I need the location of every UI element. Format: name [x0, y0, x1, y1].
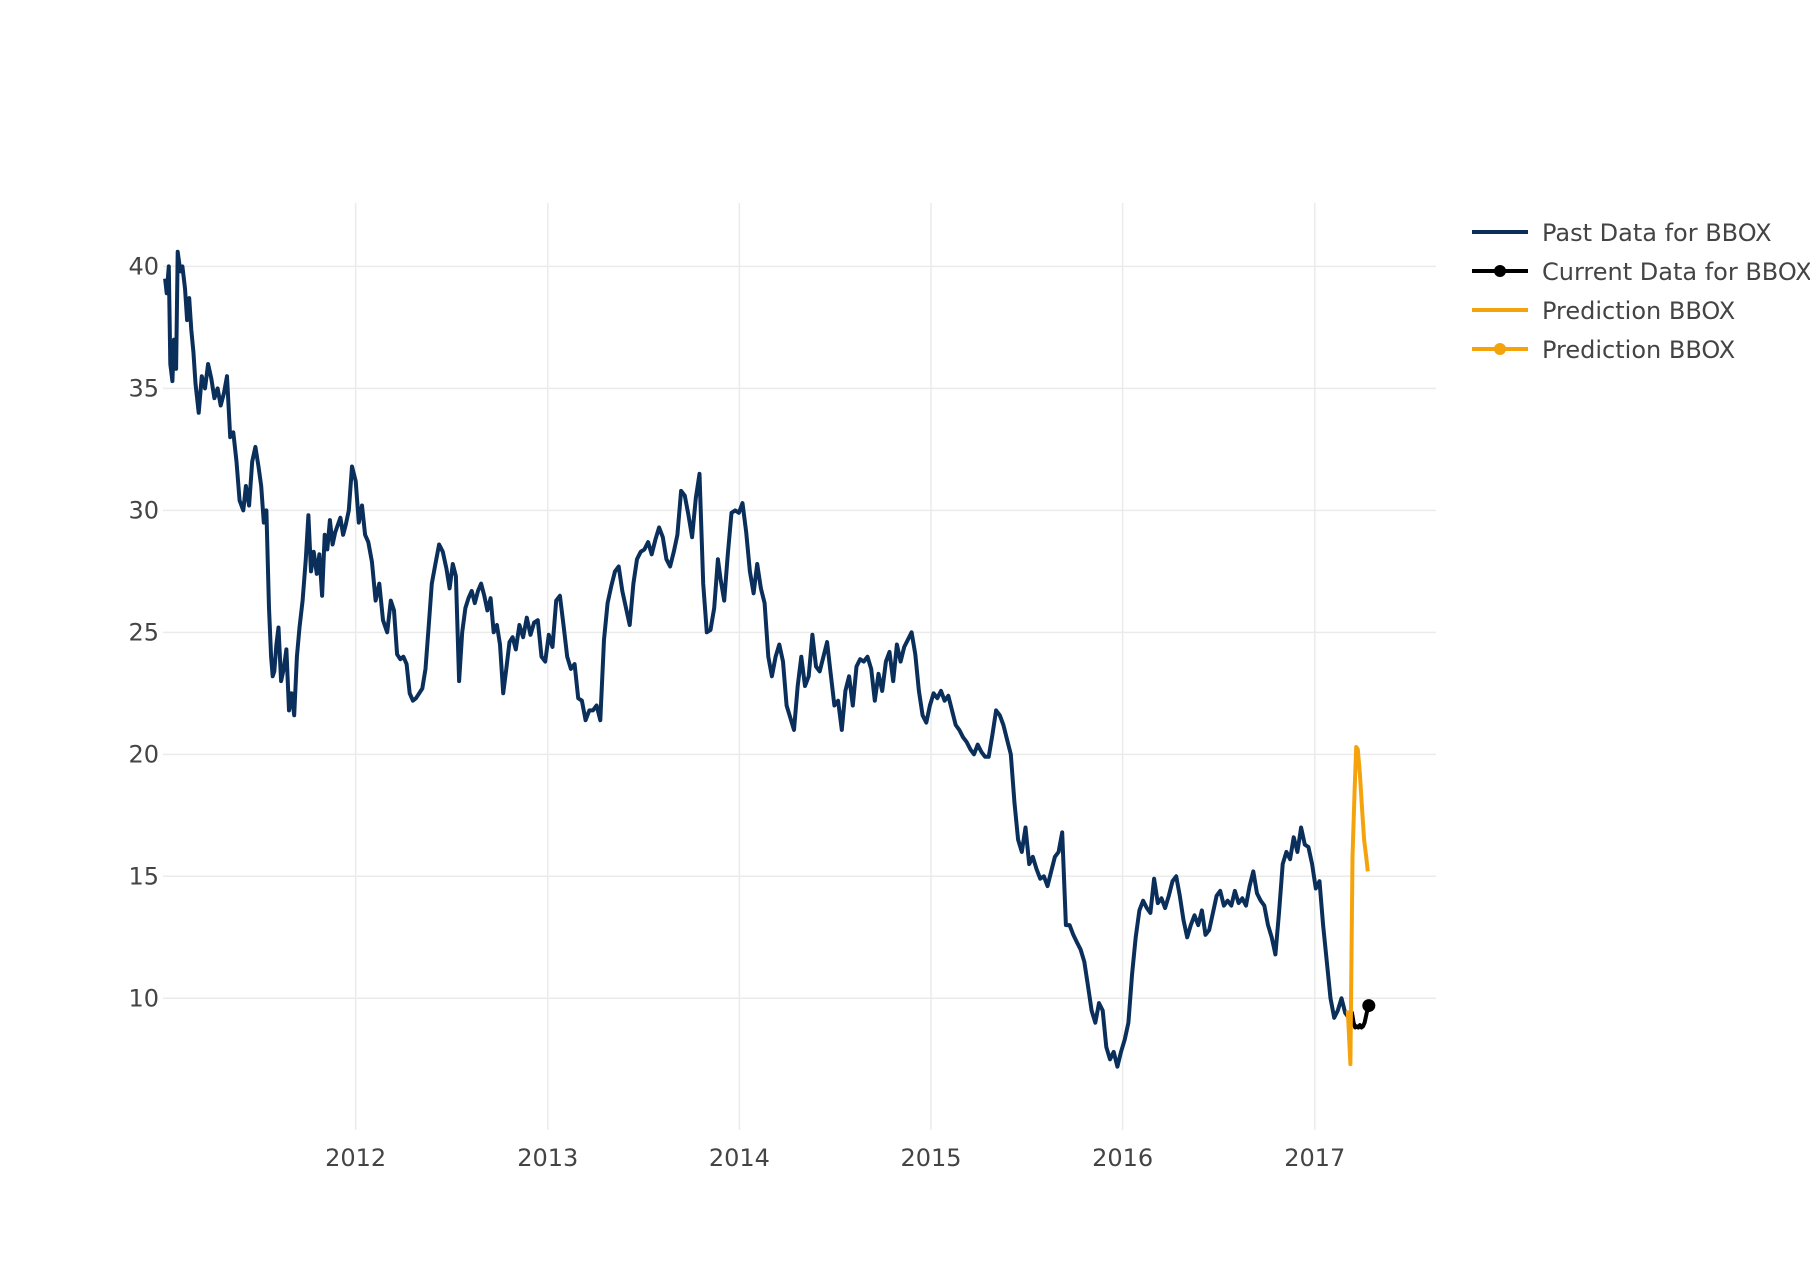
x-tick-label: 2015 [900, 1144, 961, 1172]
legend: Past Data for BBOX Current Data for BBOX P… [1472, 219, 1810, 364]
x-tick-label: 2014 [709, 1144, 770, 1172]
y-tick-label: 30 [128, 496, 159, 524]
legend-label-2: Prediction BBOX [1542, 297, 1735, 325]
series-line-2 [1345, 745, 1370, 1067]
y-tick-label: 35 [128, 374, 159, 402]
plot-area [163, 249, 1376, 1069]
x-tick-label: 2012 [325, 1144, 386, 1172]
legend-marker-1 [1494, 265, 1506, 277]
y-tick-label: 20 [128, 740, 159, 768]
legend-label-3: Prediction BBOX [1542, 336, 1735, 364]
series-line-0 [163, 249, 1351, 1069]
y-tick-label: 10 [128, 984, 159, 1012]
grid [163, 203, 1436, 1130]
x-axis: 2012 2013 2014 2015 2016 2017 [325, 1144, 1345, 1172]
legend-label-1: Current Data for BBOX [1542, 258, 1810, 286]
y-tick-label: 40 [128, 252, 159, 280]
series-point-1 [1362, 999, 1376, 1013]
y-tick-label: 15 [128, 862, 159, 890]
y-tick-label: 25 [128, 618, 159, 646]
y-axis: 10 15 20 25 30 35 40 [128, 252, 159, 1012]
x-tick-label: 2016 [1092, 1144, 1153, 1172]
x-tick-label: 2013 [517, 1144, 578, 1172]
legend-label-0: Past Data for BBOX [1542, 219, 1772, 247]
legend-marker-3 [1494, 343, 1506, 355]
x-tick-label: 2017 [1284, 1144, 1345, 1172]
